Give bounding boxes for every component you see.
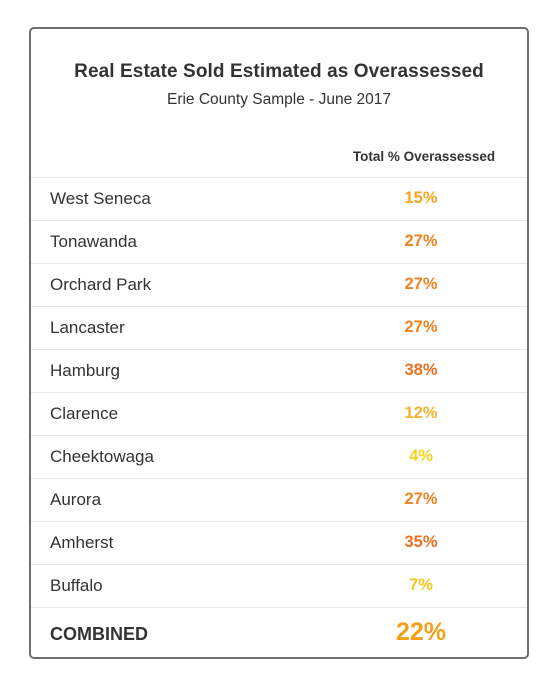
table-row: Amherst 35% (31, 521, 527, 564)
row-value: 12% (404, 404, 438, 422)
row-value: 38% (404, 361, 438, 379)
overassessed-table-card: Real Estate Sold Estimated as Overassess… (29, 27, 529, 659)
table-row: West Seneca 15% (31, 177, 527, 220)
row-name: Clarence (50, 404, 119, 423)
table-row: Cheektowaga 4% (31, 435, 527, 478)
row-value: 27% (404, 232, 438, 250)
row-name: Tonawanda (50, 232, 137, 251)
row-name: Buffalo (50, 576, 103, 595)
row-value: 7% (409, 576, 433, 594)
table-row: Hamburg 38% (31, 349, 527, 392)
table-row: Tonawanda 27% (31, 220, 527, 263)
row-name: Lancaster (50, 318, 125, 337)
table-title: Real Estate Sold Estimated as Overassess… (74, 61, 484, 82)
row-name: West Seneca (50, 189, 151, 208)
row-name: Cheektowaga (50, 447, 154, 466)
row-value: 27% (404, 275, 438, 293)
combined-row: COMBINED 22% (31, 607, 527, 659)
row-name: Aurora (50, 490, 102, 509)
table-row: Buffalo 7% (31, 564, 527, 607)
table-row: Orchard Park 27% (31, 263, 527, 306)
column-header: Total % Overassessed (352, 149, 496, 164)
table-subtitle: Erie County Sample - June 2017 (166, 91, 392, 108)
row-value: 15% (404, 189, 438, 207)
table-row: Lancaster 27% (31, 306, 527, 349)
row-name: Hamburg (50, 361, 120, 380)
table-row: Aurora 27% (31, 478, 527, 521)
row-value: 27% (404, 318, 438, 336)
row-value: 4% (409, 447, 433, 465)
row-name: Orchard Park (50, 275, 152, 294)
row-value: 35% (404, 533, 438, 551)
table-body: West Seneca 15% Tonawanda 27% Orchard Park 27… (31, 177, 527, 659)
row-name: Amherst (50, 533, 114, 552)
combined-label: COMBINED (50, 624, 148, 644)
combined-value: 22% (395, 618, 447, 646)
row-value: 27% (404, 490, 438, 508)
table-row: Clarence 12% (31, 392, 527, 435)
